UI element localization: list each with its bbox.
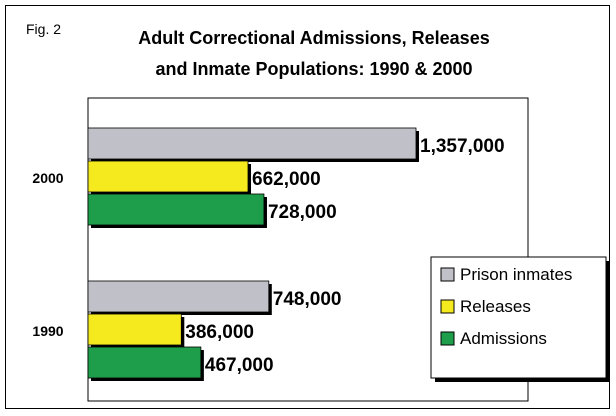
chart-title-line-2: and Inmate Populations: 1990 & 2000 [155, 59, 472, 79]
chart-marks: 2000 1,357,000 662,000 728,000 1990 748,000 38… [32, 127, 505, 381]
chart-title-line-1: Adult Correctional Admissions, Releases [138, 28, 489, 48]
data-label-releases-1990: 386,000 [185, 322, 254, 343]
chart-legend: Prison inmates Releases Admissions [430, 256, 610, 382]
legend-box [430, 256, 607, 379]
figure-label: Fig. 2 [26, 21, 61, 37]
bar-releases-2000 [87, 160, 249, 193]
legend-label-releases: Releases [460, 297, 531, 316]
plot-area [87, 97, 529, 402]
legend-swatch-releases [440, 299, 455, 314]
data-label-prison-inmates-2000: 1,357,000 [420, 136, 505, 157]
bar-prison-inmates-1990 [87, 280, 270, 313]
legend-label-prison-inmates: Prison inmates [460, 265, 572, 284]
data-label-admissions-2000: 728,000 [268, 202, 337, 223]
legend-swatch-admissions [440, 331, 455, 346]
figure-frame [5, 5, 610, 409]
bar-releases-1990 [87, 313, 182, 346]
bar-admissions-2000 [87, 193, 265, 226]
bar-prison-inmates-2000 [87, 127, 417, 160]
category-label-1990: 1990 [32, 323, 63, 339]
legend-swatch-prison-inmates [440, 267, 455, 282]
data-label-admissions-1990: 467,000 [205, 355, 274, 376]
data-label-releases-2000: 662,000 [252, 169, 321, 190]
bar-admissions-1990 [87, 346, 202, 379]
category-label-2000: 2000 [32, 170, 63, 186]
data-label-prison-inmates-1990: 748,000 [273, 289, 342, 310]
legend-label-admissions: Admissions [460, 329, 547, 348]
